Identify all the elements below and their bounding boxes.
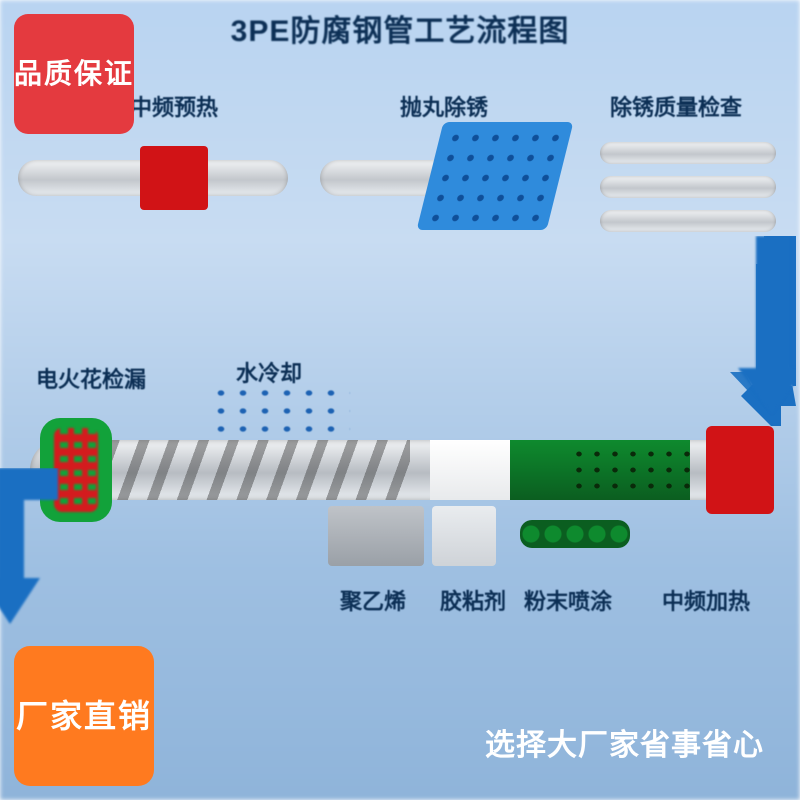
- block-shotblast: [417, 122, 574, 230]
- label-adhesive: 胶粘剂: [440, 584, 506, 616]
- badge-factory-text: 厂家直销: [16, 697, 152, 735]
- block-preheat: [140, 146, 208, 210]
- block-polyethylene: [328, 506, 424, 566]
- label-spark-test: 电火花检漏: [36, 362, 146, 394]
- water-cooling-dots: [210, 384, 350, 440]
- label-rust-check: 除锈质量检查: [610, 90, 742, 122]
- pipe-stripes: [90, 440, 410, 500]
- diagram-title: 3PE防腐钢管工艺流程图: [231, 6, 570, 50]
- label-shot-blast: 抛丸除锈: [400, 90, 488, 122]
- arrow-left-out: [0, 468, 64, 638]
- badge-quality-text: 品质保证: [14, 57, 134, 91]
- block-mid-heat: [706, 426, 774, 514]
- pipe-white-segment: [430, 440, 510, 500]
- block-adhesive: [432, 506, 496, 566]
- label-polyethylene: 聚乙烯: [340, 584, 406, 616]
- coated-pipe: [30, 440, 770, 500]
- stack-bar: [600, 210, 776, 232]
- pipe-green-segment: [510, 440, 690, 500]
- label-preheat: 中频预热: [130, 90, 218, 122]
- stack-bar: [600, 142, 776, 164]
- arrow-right-down: [726, 236, 796, 426]
- badge-quality: 品质保证: [14, 14, 134, 134]
- block-powder-spray: [520, 520, 630, 548]
- stack-bar: [600, 176, 776, 198]
- pipes-inspection-stack: [600, 130, 776, 244]
- badge-factory: 厂家直销: [14, 646, 154, 786]
- label-mid-heat: 中频加热: [662, 584, 750, 616]
- label-powder-spray: 粉末喷涂: [524, 584, 612, 616]
- footer-slogan: 选择大厂家省事省心: [485, 720, 764, 764]
